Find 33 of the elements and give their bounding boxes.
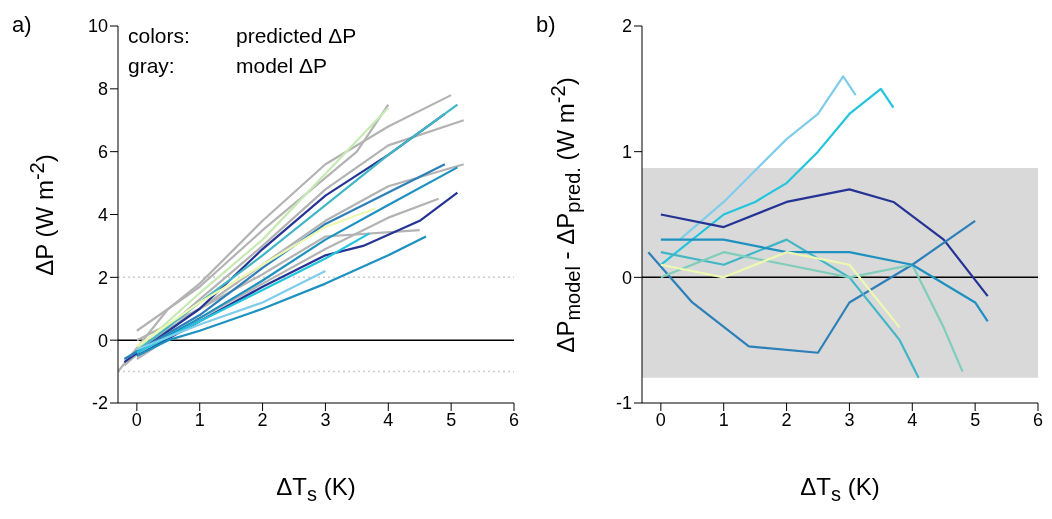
x-tick-label: 2 (257, 409, 268, 430)
x-tick-label: 3 (320, 409, 331, 430)
chart-title: b) (536, 12, 556, 38)
x-axis-title: ΔT$_{s}$ (K) (275, 473, 357, 506)
y-tick-label: 4 (97, 204, 108, 225)
y-tick-label: 2 (97, 267, 108, 288)
x-tick-label: 6 (508, 409, 520, 430)
y-tick-label: -2 (91, 393, 108, 414)
y-tick-label: 10 (87, 16, 108, 37)
x-tick-label: 0 (655, 409, 666, 430)
annotation: predicted ΔP (236, 24, 357, 48)
annotation: model ΔP (236, 54, 328, 78)
annotation: gray: (128, 54, 175, 78)
x-tick-label: 4 (907, 409, 918, 430)
x-tick-label: 4 (383, 409, 394, 430)
y-tick-label: -1 (615, 393, 632, 414)
x-tick-label: 0 (131, 409, 142, 430)
chart-title: a) (12, 12, 32, 38)
y-tick-label: 2 (621, 16, 632, 37)
y-tick-label: 6 (97, 142, 108, 163)
y-tick-label: 8 (97, 79, 108, 100)
x-tick-label: 3 (844, 409, 855, 430)
y-tick-label: 1 (621, 142, 632, 163)
y-tick-label: 0 (621, 267, 632, 288)
y-tick-label: 0 (97, 330, 108, 351)
x-tick-label: 1 (194, 409, 205, 430)
x-tick-label: 2 (781, 409, 792, 430)
x-tick-label: 5 (446, 409, 457, 430)
x-axis-title: ΔT$_{s}$ (K) (799, 473, 881, 506)
x-tick-label: 5 (970, 409, 981, 430)
x-tick-label: 6 (1032, 409, 1044, 430)
annotation: colors: (128, 24, 190, 48)
x-tick-label: 1 (718, 409, 729, 430)
